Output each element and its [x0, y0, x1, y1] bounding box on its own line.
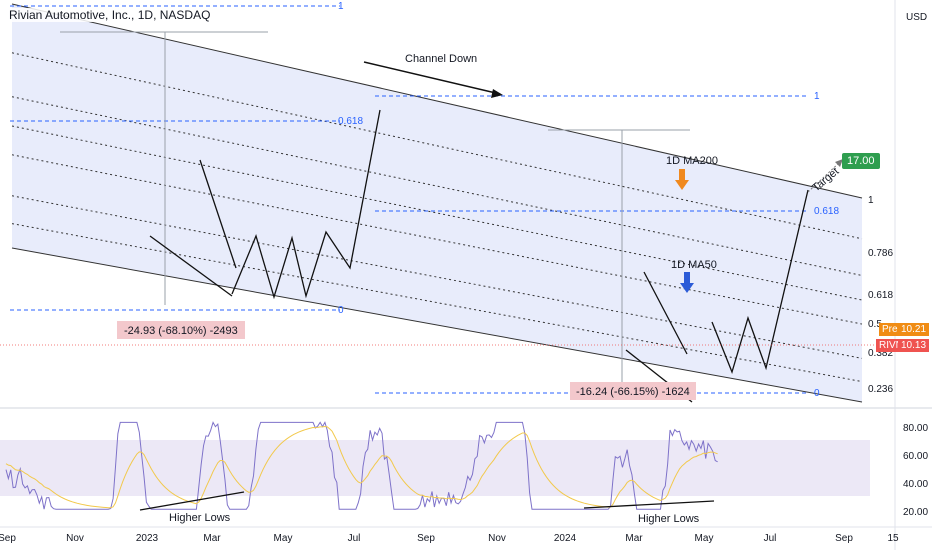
rsi-tick-label: 80.00 — [903, 423, 928, 434]
ma200-arrow-icon — [675, 169, 689, 190]
x-tick-label: Mar — [625, 533, 643, 544]
x-tick-label: 2024 — [554, 533, 577, 544]
rsi-axis-ticks: 80.00 60.00 40.00 20.00 — [903, 423, 928, 518]
fib-right-05: 0.5 — [868, 319, 882, 330]
fib-label-right-one: 1 — [814, 91, 820, 102]
x-tick-label: 15 — [887, 533, 899, 544]
chart-title: Rivian Automotive, Inc., 1D, NASDAQ — [6, 8, 214, 22]
ma50-label: 1D MA50 — [671, 259, 717, 271]
channel-band — [12, 4, 862, 402]
zigzag-1 — [231, 109, 381, 300]
target-arrow — [807, 161, 841, 193]
channel-down-arrowhead — [491, 89, 503, 98]
channel-down-arrow — [363, 61, 501, 95]
x-tick-label: Jul — [764, 533, 777, 544]
x-tick-label: Jul — [348, 533, 361, 544]
drop-label-2: -16.24 (-66.15%) -1624 — [576, 386, 690, 398]
channel-line-4 — [11, 195, 863, 359]
fib-right-0618: 0.618 — [868, 290, 893, 301]
x-tick-label: Nov — [66, 533, 84, 544]
channel-line-5 — [11, 223, 863, 383]
ma50-arrow-icon — [680, 272, 694, 293]
x-tick-label: Nov — [488, 533, 506, 544]
higher-lows-label-1: Higher Lows — [169, 512, 231, 524]
channel-lines — [11, 52, 863, 383]
channel-line-0 — [11, 52, 863, 240]
price-badge: 10.13 — [898, 339, 930, 352]
projection-path — [711, 189, 809, 374]
drop-box-2-bg — [570, 382, 696, 400]
higher-lows-line-2 — [583, 500, 715, 509]
fib-label-618: 0.618 — [338, 116, 363, 127]
fib-right-0382: 0.382 — [868, 348, 893, 359]
x-axis-ticks: Sep Nov 2023 Mar May Jul Sep Nov 2024 Mar May Jul Se… — [0, 533, 899, 544]
ma200-label: 1D MA200 — [666, 155, 718, 167]
rsi-tick-label: 20.00 — [903, 507, 928, 518]
rsi-band — [0, 440, 870, 496]
wedge-1-upper — [199, 159, 237, 269]
channel-bottom-line — [11, 247, 863, 403]
x-tick-label: Sep — [835, 533, 853, 544]
channel-top-line — [11, 3, 863, 199]
fib-right-0236: 0.236 — [868, 384, 893, 395]
rsi-line — [5, 421, 718, 510]
fib-right-0786: 0.786 — [868, 248, 893, 259]
higher-lows-label-2: Higher Lows — [638, 513, 700, 525]
fib-label-top-one: 1 — [338, 1, 344, 12]
pre-label-badge: Pre — [879, 323, 901, 336]
wedge-1-lower — [149, 235, 233, 297]
drop-label-1: -24.93 (-68.10%) -2493 — [124, 325, 238, 337]
currency-label: USD — [906, 12, 927, 23]
fib-label-right-618: 0.618 — [814, 206, 839, 217]
channel-down-label: Channel Down — [405, 53, 477, 65]
fib-label-zero-1: 0 — [338, 305, 344, 316]
pre-price-badge: 10.21 — [898, 323, 930, 336]
higher-lows-line-1 — [139, 491, 245, 511]
x-tick-label: Mar — [203, 533, 221, 544]
x-tick-label: Sep — [0, 533, 16, 544]
target-price-badge: 17.00 — [842, 153, 880, 169]
x-tick-label: Sep — [417, 533, 435, 544]
fib-levels — [10, 5, 808, 394]
rsi-tick-label: 60.00 — [903, 451, 928, 462]
wedge-2-upper — [643, 271, 688, 355]
rsi-tick-label: 40.00 — [903, 479, 928, 490]
x-tick-label: 2023 — [136, 533, 159, 544]
drop-box-1-bg — [117, 321, 245, 339]
rsi-ma-line — [5, 425, 718, 509]
x-tick-label: May — [274, 533, 293, 544]
x-tick-label: May — [695, 533, 714, 544]
fib-label-zero-2: 0 — [814, 388, 820, 399]
fib-right-1: 1 — [868, 195, 874, 206]
target-arrowhead — [835, 159, 843, 167]
